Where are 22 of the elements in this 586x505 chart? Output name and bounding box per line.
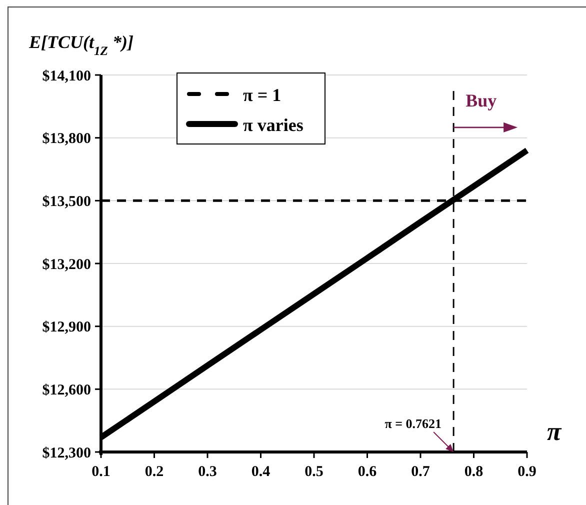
y-tick-label: $13,500 xyxy=(42,194,91,210)
annotation: Buy xyxy=(466,90,497,110)
x-tick-label: 0.9 xyxy=(518,464,536,480)
y-axis-title: E[TCU(t$_{1Z}$ *)] xyxy=(28,32,134,58)
legend-label: π varies xyxy=(243,115,304,135)
y-tick-label: $12,300 xyxy=(42,445,91,462)
x-tick-label: 0.4 xyxy=(251,464,271,480)
legend-label: π = 1 xyxy=(243,85,282,105)
y-tick-label: $13,200 xyxy=(42,256,91,273)
y-tick-label: $12,600 xyxy=(42,382,91,398)
x-tick-label: 0.8 xyxy=(464,464,484,480)
x-tick-label: 0.5 xyxy=(304,464,324,480)
x-tick-label: 0.3 xyxy=(198,464,217,480)
annotation: π = 0.7621 xyxy=(384,416,442,431)
x-axis-title: π xyxy=(547,417,562,446)
y-tick-label: $12,900 xyxy=(42,320,91,336)
y-tick-label: $14,100 xyxy=(42,68,91,84)
x-tick-label: 0.6 xyxy=(358,464,378,480)
x-tick-label: 0.1 xyxy=(92,464,110,480)
y-tick-label: $13,800 xyxy=(42,131,91,148)
x-tick-label: 0.7 xyxy=(411,464,430,480)
x-tick-label: 0.2 xyxy=(144,464,164,480)
